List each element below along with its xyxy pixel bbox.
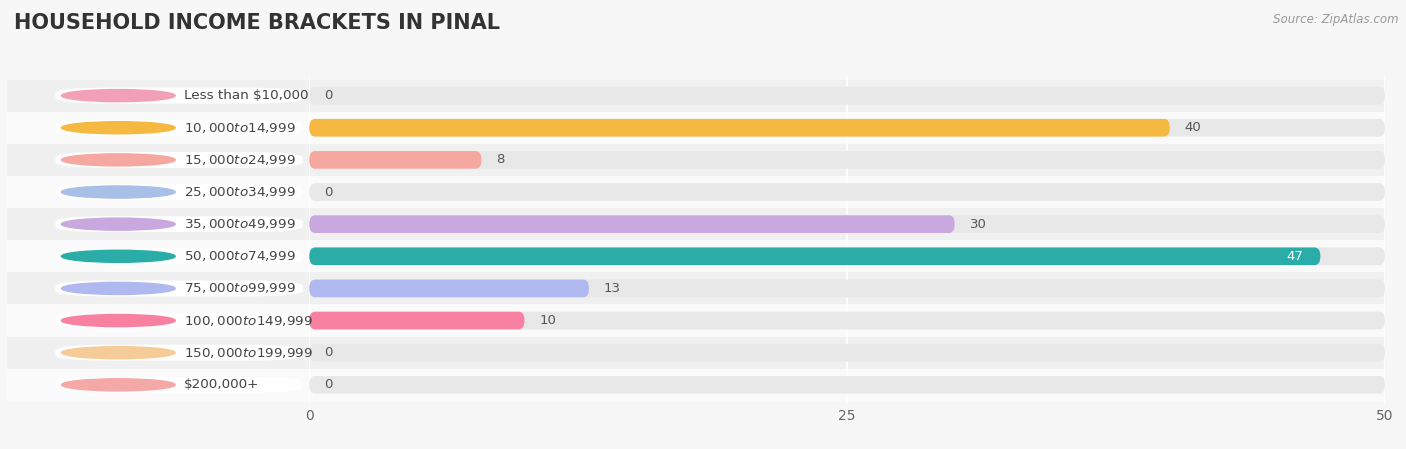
Bar xyxy=(309,208,1385,240)
FancyBboxPatch shape xyxy=(55,88,304,104)
FancyBboxPatch shape xyxy=(309,312,1385,330)
Bar xyxy=(309,176,1385,208)
FancyBboxPatch shape xyxy=(55,216,304,232)
Bar xyxy=(309,273,1385,304)
Bar xyxy=(7,176,309,208)
FancyBboxPatch shape xyxy=(55,313,304,329)
Bar xyxy=(7,337,309,369)
Text: $10,000 to $14,999: $10,000 to $14,999 xyxy=(184,121,295,135)
FancyBboxPatch shape xyxy=(309,247,1385,265)
Circle shape xyxy=(62,282,176,295)
Bar xyxy=(7,144,309,176)
FancyBboxPatch shape xyxy=(309,87,1385,105)
Circle shape xyxy=(62,218,176,230)
Text: 0: 0 xyxy=(325,185,333,198)
Text: 8: 8 xyxy=(496,154,505,167)
Circle shape xyxy=(62,154,176,166)
Bar xyxy=(309,337,1385,369)
Circle shape xyxy=(62,250,176,262)
FancyBboxPatch shape xyxy=(55,248,304,264)
FancyBboxPatch shape xyxy=(309,151,481,169)
Bar xyxy=(7,79,309,112)
FancyBboxPatch shape xyxy=(55,345,304,361)
Circle shape xyxy=(62,89,176,101)
Text: 30: 30 xyxy=(970,218,987,231)
Text: $50,000 to $74,999: $50,000 to $74,999 xyxy=(184,249,295,263)
FancyBboxPatch shape xyxy=(55,377,304,393)
FancyBboxPatch shape xyxy=(309,344,1385,361)
Text: 40: 40 xyxy=(1185,121,1202,134)
Circle shape xyxy=(62,347,176,359)
Bar xyxy=(7,240,309,273)
Bar xyxy=(309,240,1385,273)
Text: $100,000 to $149,999: $100,000 to $149,999 xyxy=(184,313,314,328)
Text: $35,000 to $49,999: $35,000 to $49,999 xyxy=(184,217,295,231)
FancyBboxPatch shape xyxy=(309,280,1385,297)
Text: 47: 47 xyxy=(1286,250,1303,263)
Bar xyxy=(309,79,1385,112)
Text: $75,000 to $99,999: $75,000 to $99,999 xyxy=(184,282,295,295)
Bar xyxy=(309,304,1385,337)
FancyBboxPatch shape xyxy=(309,151,1385,169)
Text: 13: 13 xyxy=(605,282,621,295)
FancyBboxPatch shape xyxy=(309,119,1385,136)
Text: $15,000 to $24,999: $15,000 to $24,999 xyxy=(184,153,295,167)
Bar xyxy=(7,208,309,240)
Bar xyxy=(309,144,1385,176)
Text: $150,000 to $199,999: $150,000 to $199,999 xyxy=(184,346,314,360)
FancyBboxPatch shape xyxy=(55,281,304,296)
Text: 0: 0 xyxy=(325,89,333,102)
FancyBboxPatch shape xyxy=(55,120,304,136)
FancyBboxPatch shape xyxy=(309,280,589,297)
Circle shape xyxy=(62,122,176,134)
FancyBboxPatch shape xyxy=(309,216,1385,233)
Bar xyxy=(309,369,1385,401)
Text: 0: 0 xyxy=(325,379,333,392)
Bar xyxy=(309,112,1385,144)
Circle shape xyxy=(62,186,176,198)
Text: 10: 10 xyxy=(540,314,557,327)
Bar xyxy=(7,273,309,304)
FancyBboxPatch shape xyxy=(309,376,1385,394)
Text: 0: 0 xyxy=(325,346,333,359)
Circle shape xyxy=(62,314,176,326)
FancyBboxPatch shape xyxy=(309,216,955,233)
FancyBboxPatch shape xyxy=(309,183,1385,201)
FancyBboxPatch shape xyxy=(55,152,304,168)
FancyBboxPatch shape xyxy=(55,184,304,200)
FancyBboxPatch shape xyxy=(309,119,1170,136)
Text: $25,000 to $34,999: $25,000 to $34,999 xyxy=(184,185,295,199)
Bar xyxy=(7,369,309,401)
Text: Less than $10,000: Less than $10,000 xyxy=(184,89,309,102)
FancyBboxPatch shape xyxy=(309,312,524,330)
Bar xyxy=(7,112,309,144)
Text: $200,000+: $200,000+ xyxy=(184,379,260,392)
Text: HOUSEHOLD INCOME BRACKETS IN PINAL: HOUSEHOLD INCOME BRACKETS IN PINAL xyxy=(14,13,501,34)
Circle shape xyxy=(62,379,176,391)
FancyBboxPatch shape xyxy=(309,247,1320,265)
Bar xyxy=(7,304,309,337)
Text: Source: ZipAtlas.com: Source: ZipAtlas.com xyxy=(1274,13,1399,26)
